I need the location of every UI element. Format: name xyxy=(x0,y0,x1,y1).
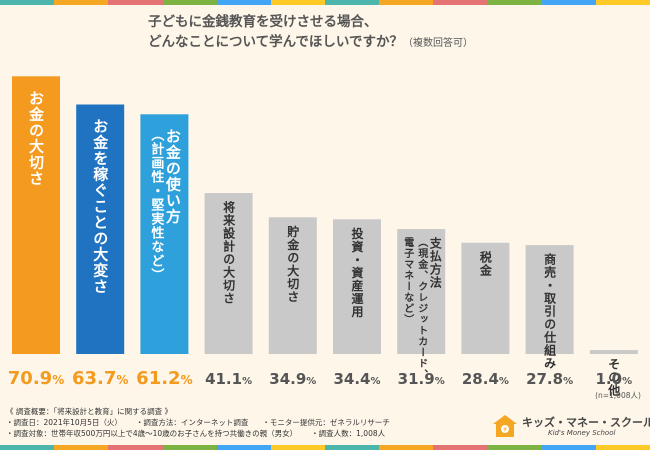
title-note: （複数回答可） xyxy=(403,38,474,49)
bar-8 xyxy=(461,242,510,354)
bar-3 xyxy=(140,114,189,354)
bar-1 xyxy=(12,76,60,354)
bar-label-7-line-1: 支払方法 xyxy=(428,236,442,289)
chart-title: 子どもに金銭教育を受けさせる場合、 どんなことについて学んでほしいですか？（複数… xyxy=(148,12,608,54)
top-stripe xyxy=(0,0,650,5)
value-label-5: 34.9% xyxy=(269,370,316,388)
value-label-2: 63.7% xyxy=(72,368,128,389)
bar-chart: お金の大切さ 70.9% お金を稼ぐことの大変さ 63.7% お金の使い方（計画性・堅実… xyxy=(8,76,641,400)
bar-label-3-line-1: お金の使い方 xyxy=(164,128,182,224)
footer-provider: ・モニター提供元：ゼネラルリサーチ xyxy=(262,418,390,427)
bar-label-10: その他 xyxy=(607,358,621,397)
stripe-segment xyxy=(325,0,380,5)
bar-label-5: 貯金の大切さ xyxy=(286,224,300,303)
stripe-segment xyxy=(216,445,271,450)
stripe-segment xyxy=(433,0,488,5)
stripe-segment xyxy=(108,0,163,5)
value-label-7: 31.9% xyxy=(398,370,445,388)
stripe-segment xyxy=(270,445,326,450)
bar-label-8: 税金 xyxy=(478,249,492,276)
logo-name: キッズ・マネー・スクール xyxy=(522,416,650,429)
value-label-10: 1.0% xyxy=(595,370,632,388)
value-label-6: 34.4% xyxy=(333,370,380,388)
value-label-3: 61.2% xyxy=(136,368,192,389)
bar-label-7-line-2: （現金、クレジットカード、 xyxy=(416,237,429,380)
svg-text:¥: ¥ xyxy=(503,427,507,434)
stripe-segment xyxy=(433,445,488,450)
stripe-segment xyxy=(487,0,542,5)
bar-label-6: 投資・資産運用 xyxy=(350,226,364,318)
stripe-segment xyxy=(54,0,109,5)
bar-2 xyxy=(76,104,125,354)
stripe-segment xyxy=(162,445,217,450)
bar-5 xyxy=(268,217,317,354)
stripe-segment xyxy=(541,0,596,5)
footer-count: ・調査人数：1,008人 xyxy=(311,429,386,438)
value-label-9: 27.8% xyxy=(526,370,573,388)
bar-9 xyxy=(525,245,574,354)
sample-size-label: (n=1,008人) xyxy=(595,391,641,400)
stripe-segment xyxy=(54,445,109,450)
bar-label-3-line-2: （計画性・堅実性など） xyxy=(148,128,165,282)
bottom-stripe xyxy=(0,445,650,450)
title-line-2: どんなことについて学んでほしいですか？ xyxy=(148,34,404,50)
value-label-4: 41.1% xyxy=(205,370,252,388)
bar-label-1: お金の大切さ xyxy=(27,90,45,186)
survey-footer: 《 調査概要：「将来設計と教育」に関する調査 》 ・調査日：2021年10月5日… xyxy=(6,406,476,439)
stripe-segment xyxy=(216,0,271,5)
school-house-icon: ¥ xyxy=(493,415,517,437)
logo: ¥ キッズ・マネー・スクール Kid's Money School xyxy=(492,412,650,442)
stripe-segment xyxy=(162,0,217,5)
stripe-segment xyxy=(270,0,326,5)
title-line-1: 子どもに金銭教育を受けさせる場合、 xyxy=(148,14,378,30)
stripe-segment xyxy=(595,0,650,5)
stripe-segment xyxy=(0,445,55,450)
bar-4 xyxy=(204,193,253,354)
bar-7 xyxy=(397,229,446,354)
bar-label-9: 商売・取引の仕組み xyxy=(543,252,557,370)
footer-method: ・調査方法：インターネット調査 xyxy=(135,418,249,427)
value-label-8: 28.4% xyxy=(462,370,509,388)
bar-label-4: 将来設計の大切さ xyxy=(222,200,236,305)
bar-10 xyxy=(589,350,638,354)
stripe-segment xyxy=(108,445,163,450)
footer-heading: 《 調査概要：「将来設計と教育」に関する調査 》 xyxy=(6,407,173,416)
bar-label-7-line-3: 電子マネーなど） xyxy=(402,237,415,325)
bar-label-2: お金を稼ぐことの大変さ xyxy=(91,119,109,295)
value-label-1: 70.9% xyxy=(8,368,64,389)
stripe-segment xyxy=(487,445,542,450)
bar-6 xyxy=(333,219,381,354)
stripe-segment xyxy=(541,445,596,450)
stripe-segment xyxy=(379,0,434,5)
footer-target: ・調査対象：世帯年収500万円以上で4歳〜10歳のお子さんを持つ共働きの親（男女… xyxy=(6,429,298,438)
stripe-segment xyxy=(325,445,380,450)
stripe-segment xyxy=(379,445,434,450)
logo-sub: Kid's Money School xyxy=(548,429,616,437)
stripe-segment xyxy=(595,445,650,450)
stripe-segment xyxy=(0,0,55,5)
footer-date: ・調査日：2021年10月5日（火） xyxy=(6,418,122,427)
